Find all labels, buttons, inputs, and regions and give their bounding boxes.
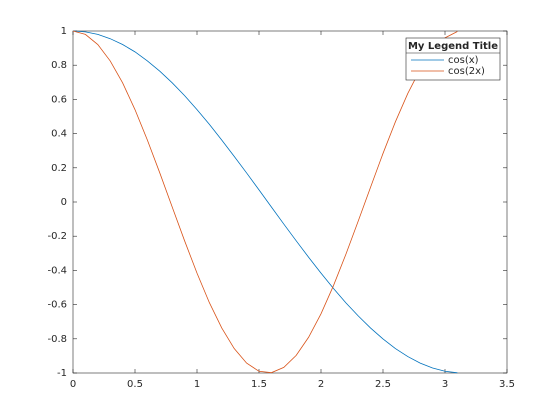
y-tick-label: -0.4: [47, 265, 67, 276]
y-tick-label: 0: [61, 197, 67, 208]
x-tick-label: 2: [318, 379, 324, 390]
line-series: [72, 30, 458, 374]
plot-area: [72, 30, 508, 374]
line-series: [72, 30, 458, 374]
y-tick-label: -1: [57, 368, 67, 379]
y-tick-label: 0.2: [51, 163, 67, 174]
x-tick-label: 3: [442, 379, 448, 390]
y-tick-label: -0.8: [47, 334, 67, 345]
y-tick-label: -0.6: [47, 300, 67, 311]
x-tick-label: 0.5: [127, 379, 143, 390]
y-tick-label: 0.6: [51, 94, 67, 105]
y-tick-label: 0.4: [51, 129, 67, 140]
y-tick-label: -0.2: [47, 231, 67, 242]
x-tick-label: 3.5: [499, 379, 515, 390]
x-tick-label: 0: [70, 379, 76, 390]
y-tick-label: 0.8: [51, 60, 67, 71]
legend-box: [405, 37, 501, 81]
x-tick-label: 1: [194, 379, 200, 390]
legend-label: cos(2x): [448, 66, 485, 77]
x-tick-label: 2.5: [375, 379, 391, 390]
y-tick-label: 1: [61, 26, 67, 37]
legend-title: My Legend Title: [408, 41, 498, 52]
legend-label: cos(x): [448, 55, 479, 66]
x-tick-label: 1.5: [251, 379, 267, 390]
